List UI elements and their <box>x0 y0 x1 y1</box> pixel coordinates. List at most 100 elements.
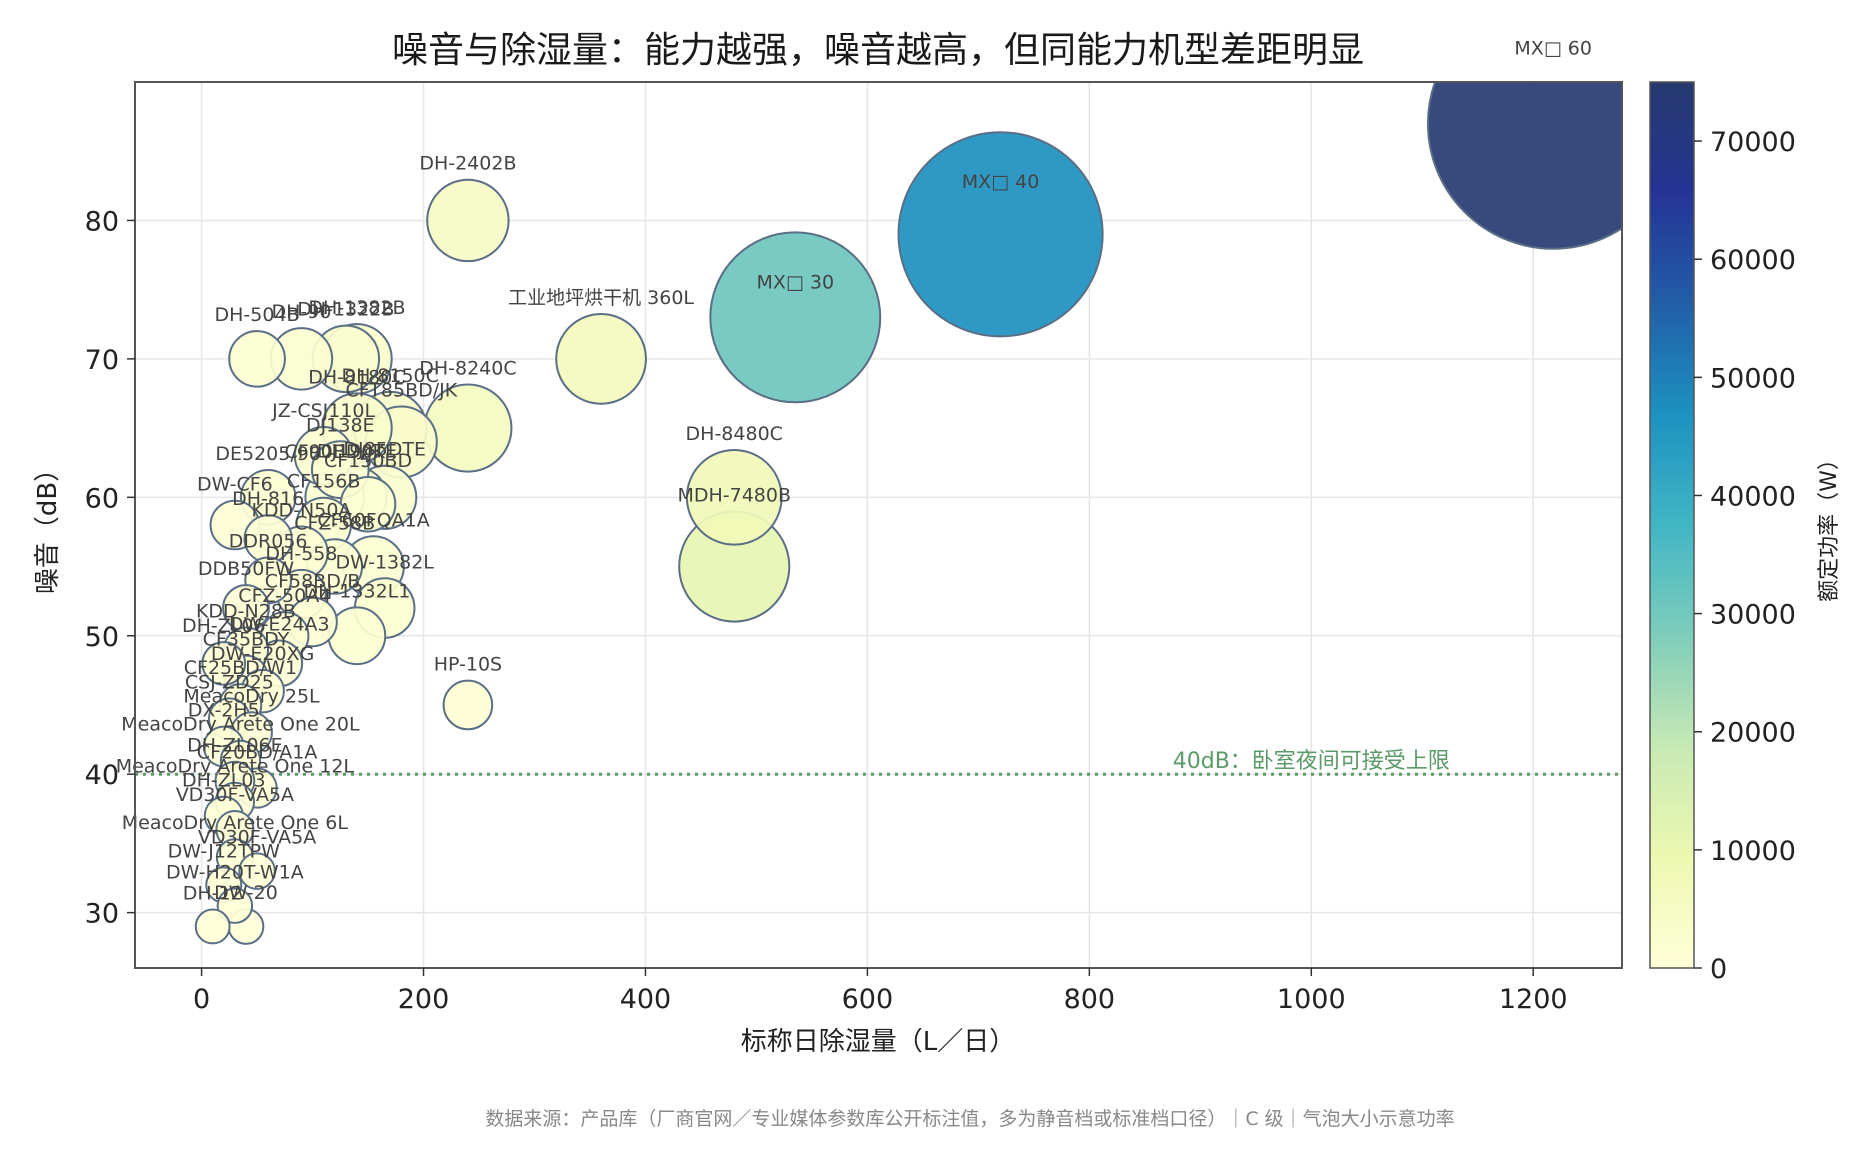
colorbar-tick-label: 30000 <box>1710 600 1796 631</box>
colorbar-label: 额定功率（W） <box>1817 448 1842 602</box>
x-tick-label: 1000 <box>1277 984 1346 1015</box>
point-label: CF150BD <box>324 450 412 472</box>
colorbar-tick-label: 20000 <box>1710 718 1796 749</box>
bubble <box>238 852 276 890</box>
colorbar-tick-label: 40000 <box>1710 481 1796 512</box>
y-tick-label: 40 <box>85 760 119 791</box>
y-tick-label: 70 <box>85 345 119 376</box>
bubble <box>1426 82 1622 250</box>
point-label: CFZ-58B <box>294 512 375 534</box>
x-tick-label: 600 <box>842 984 894 1015</box>
point-label: CF58BD/B <box>265 571 360 593</box>
point-label: 工业地坪烘干机 360L <box>508 287 694 309</box>
x-tick-label: 800 <box>1064 984 1116 1015</box>
point-label: HP-10S <box>434 654 502 676</box>
colorbar-tick-label: 70000 <box>1710 127 1796 158</box>
bubble <box>442 679 494 731</box>
plot-frame <box>134 81 1623 969</box>
bubble <box>555 313 647 405</box>
colorbar-ticks: 0 10000 20000 30000 40000 50000 60000 70000 <box>1694 127 1796 985</box>
point-label: DH-8240C <box>419 358 516 380</box>
point-labels: MX□ 60 MX□ 40 MX□ 30 DH-2402B 工业地坪烘干机 360L DH… <box>116 37 1592 904</box>
colorbar-tick-label: 0 <box>1710 954 1727 985</box>
point-label: DDR056 <box>229 530 308 552</box>
point-label: DX-2H5 <box>188 700 260 722</box>
point-label: DW-CF6 <box>197 474 273 496</box>
y-axis-ticks: 30 40 50 60 70 80 <box>85 206 135 930</box>
point-label: DH-8180C <box>308 366 405 388</box>
point-label: DJ138E <box>306 414 375 436</box>
point-label: DH-ZL06E <box>187 735 283 757</box>
bubble <box>201 641 247 686</box>
point-label: DW-H20T-W1A <box>166 861 304 883</box>
chart-title: 噪音与除湿量：能力越强，噪音越高，但同能力机型差距明显 <box>392 30 1364 71</box>
bubble <box>327 606 387 666</box>
point-label: MX□ 40 <box>962 171 1040 193</box>
point-label: DW-20 <box>214 882 278 904</box>
y-tick-label: 60 <box>85 483 119 514</box>
x-tick-label: 400 <box>620 984 672 1015</box>
point-label: DJ85DTE <box>343 439 426 461</box>
point-label: DH-1322B <box>297 299 394 321</box>
point-label: JZ-CSJ110L <box>271 400 375 422</box>
colorbar-tick-label: 50000 <box>1710 363 1796 394</box>
point-label: MeacoDry Arete One 6L <box>122 812 349 834</box>
point-label: DH-12 <box>183 883 243 905</box>
point-label: VD30F-VA5A <box>176 784 294 806</box>
x-tick-label: 200 <box>398 984 450 1015</box>
source-note: 数据来源：产品库（厂商官网／专业媒体参数库公开标注值，多为静音档或标准档口径）｜… <box>485 1108 1454 1130</box>
point-label: MeacoDry Arete One 12L <box>116 756 355 778</box>
point-label: KDD-N28B <box>196 600 296 622</box>
colorbar-tick-label: 10000 <box>1710 836 1796 867</box>
bubble <box>228 330 286 388</box>
point-label: DH-504B <box>215 304 300 326</box>
point-label: DH-90 <box>271 301 331 323</box>
bubble <box>709 231 882 404</box>
point-label: DE5205/90 <box>215 443 321 465</box>
bubble <box>426 178 510 263</box>
point-label: DW-J12TPW <box>168 840 280 862</box>
colorbar-tick-label: 60000 <box>1710 245 1796 276</box>
x-tick-label: 1200 <box>1499 984 1568 1015</box>
point-label: MDH-7480B <box>677 484 791 506</box>
bubble <box>216 887 254 924</box>
point-label: CFZ-50A4 <box>238 585 331 607</box>
y-axis-label: 噪音（dB） <box>33 456 63 594</box>
point-label: CSJ-ZD25 <box>185 671 274 693</box>
point-label: DJ190TE <box>317 441 397 463</box>
point-label: DH-ZL03 <box>182 770 266 792</box>
point-label: DH-ZL06 <box>182 615 266 637</box>
x-axis-ticks: 0 200 400 600 800 1000 1200 <box>193 968 1568 1015</box>
point-label: DW-1382L <box>335 551 434 573</box>
point-label: DH-558 <box>265 543 337 565</box>
point-label: CF20BD/A1A <box>197 741 318 763</box>
reference-line-group: 40dB：卧室夜间可接受上限 <box>135 749 1622 776</box>
point-label: MX□ 30 <box>756 271 834 293</box>
y-tick-label: 50 <box>85 622 119 653</box>
point-label: DDB50FW <box>198 558 294 580</box>
point-label: CF90BD/JK <box>284 441 385 463</box>
point-label: CF156B <box>287 471 361 493</box>
point-label: MeacoDry 25L <box>183 685 320 707</box>
point-label: CF35BDY <box>203 629 290 651</box>
reference-line-label: 40dB：卧室夜间可接受上限 <box>1173 749 1450 774</box>
point-label: MeacoDry Arete One 20L <box>121 714 360 736</box>
bubble <box>897 131 1104 338</box>
colorbar <box>1649 81 1695 969</box>
point-label: DH-1332L1 <box>304 580 411 602</box>
point-label: DW-E24A3 <box>229 614 330 636</box>
point-label: DH-2402B <box>419 153 516 175</box>
point-label: MX□ 60 <box>1514 37 1592 59</box>
point-label: DH-816 <box>232 488 304 510</box>
x-axis-label: 标称日除湿量（L／日） <box>741 1027 1016 1057</box>
bubble <box>194 908 231 945</box>
point-label: DH-1382B <box>308 297 405 319</box>
point-label: CF25BD/W1 <box>184 657 297 679</box>
point-label: KDD-N50A <box>251 500 351 522</box>
y-tick-label: 80 <box>85 206 119 237</box>
point-label: CF60FQA1A <box>317 509 429 531</box>
x-tick-label: 0 <box>193 984 210 1015</box>
point-label: DH-8150C <box>342 365 439 387</box>
y-tick-label: 30 <box>85 899 119 930</box>
